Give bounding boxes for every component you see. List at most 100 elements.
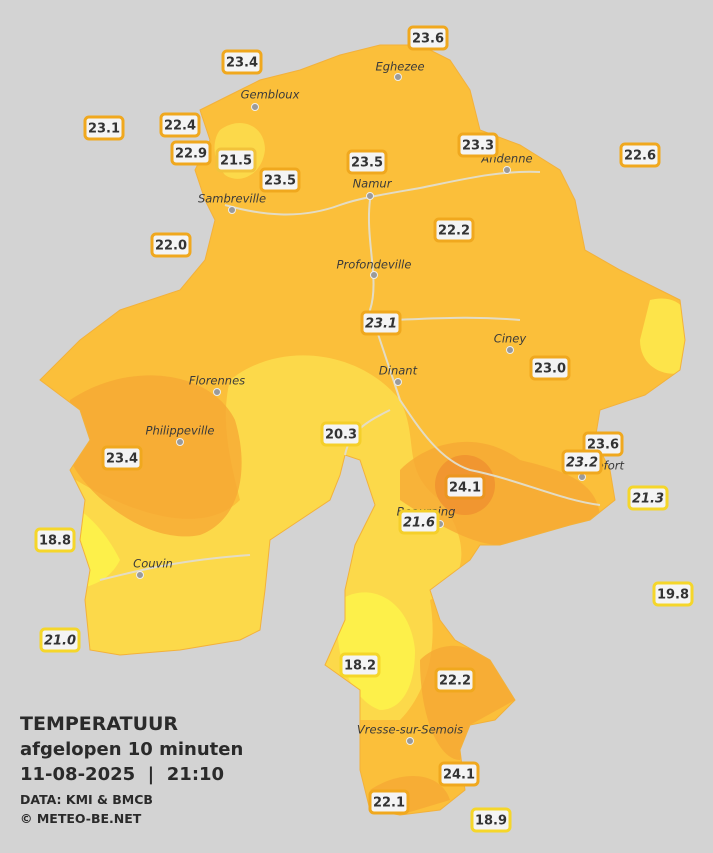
station-box xyxy=(360,310,402,336)
station-box xyxy=(150,232,192,258)
station-box xyxy=(529,355,571,381)
city-label: Dinant xyxy=(379,364,418,378)
station-value: 24.1 xyxy=(443,768,475,783)
station: 23.5 xyxy=(259,167,301,193)
station-value: 22.2 xyxy=(439,674,471,689)
station-value: 23.2 xyxy=(566,456,598,471)
city-dot xyxy=(503,166,511,174)
station-box xyxy=(83,115,125,141)
legend-credit: © METEO-BE.NET xyxy=(20,811,142,826)
station-box xyxy=(215,147,257,173)
station: 21.5 xyxy=(215,147,257,173)
station-value: 20.3 xyxy=(325,428,357,443)
station-box xyxy=(221,49,263,75)
city-dot xyxy=(394,378,402,386)
station: 22.1 xyxy=(368,789,410,815)
city-label: Ciney xyxy=(494,332,527,346)
station-value: 21.0 xyxy=(44,634,76,649)
station-box xyxy=(407,25,449,51)
station: 20.3 xyxy=(320,421,362,447)
station-box xyxy=(457,132,499,158)
station-value: 23.3 xyxy=(462,139,494,154)
legend-title: TEMPERATUUR xyxy=(20,713,178,735)
station: 18.8 xyxy=(34,527,76,553)
station: 22.0 xyxy=(150,232,192,258)
city-dot xyxy=(370,271,378,279)
station-box xyxy=(619,142,661,168)
station: 22.9 xyxy=(170,140,212,166)
station: 23.0 xyxy=(529,355,571,381)
city-label: Eghezee xyxy=(375,60,424,74)
station-box xyxy=(170,140,212,166)
station-value: 22.4 xyxy=(164,119,196,134)
station: 18.2 xyxy=(339,652,381,678)
station: 23.6 xyxy=(582,431,624,457)
city-label: Gembloux xyxy=(241,88,300,102)
legend-subtitle: afgelopen 10 minuten xyxy=(20,739,243,760)
city-dot xyxy=(176,438,184,446)
station-value: 23.5 xyxy=(264,174,296,189)
city-label: Vresse-sur-Semois xyxy=(357,723,463,737)
station: 22.4 xyxy=(159,112,201,138)
cities: EghezeeGemblouxSambrevilleNamurAndennePr… xyxy=(133,60,625,745)
station-box xyxy=(159,112,201,138)
station: 19.8 xyxy=(652,581,694,607)
city-dot xyxy=(406,737,414,745)
station-box xyxy=(434,667,476,693)
station-box xyxy=(346,149,388,175)
station: 23.4 xyxy=(221,49,263,75)
station: 22.2 xyxy=(434,667,476,693)
station: 22.6 xyxy=(619,142,661,168)
station-box xyxy=(470,807,512,833)
station-box xyxy=(652,581,694,607)
station: 21.0 xyxy=(39,627,81,653)
station-value: 21.5 xyxy=(220,154,252,169)
station-value: 18.8 xyxy=(39,534,71,549)
stations: 23.6 23.4 23.1 22.4 22.9 21.5 23.5 23.5 23.3 22.6… xyxy=(34,25,694,833)
station-value: 21.3 xyxy=(632,492,664,507)
city-dot xyxy=(394,73,402,81)
station: 24.1 xyxy=(444,474,486,500)
city-dot xyxy=(366,192,374,200)
station-value: 19.8 xyxy=(657,588,689,603)
city-label: Florennes xyxy=(189,374,245,388)
station-value: 23.6 xyxy=(587,438,619,453)
station-value: 18.2 xyxy=(344,659,376,674)
station-value: 23.0 xyxy=(534,362,566,377)
station-value: 18.9 xyxy=(475,814,507,829)
station-box xyxy=(101,445,143,471)
station-box xyxy=(368,789,410,815)
station-value: 22.6 xyxy=(624,149,656,164)
station-box xyxy=(34,527,76,553)
station-box xyxy=(561,449,603,475)
station-box xyxy=(39,627,81,653)
city-dot xyxy=(136,571,144,579)
station-box xyxy=(398,509,440,535)
station-value: 23.4 xyxy=(226,56,258,71)
station: 21.3 xyxy=(627,485,669,511)
station: 21.6 xyxy=(398,509,440,535)
station-value: 22.1 xyxy=(373,796,405,811)
station-box xyxy=(433,217,475,243)
station: 23.2 xyxy=(561,449,603,475)
station: 23.5 xyxy=(346,149,388,175)
station-value: 22.2 xyxy=(438,224,470,239)
station-box xyxy=(444,474,486,500)
station: 23.6 xyxy=(407,25,449,51)
city-dot xyxy=(506,346,514,354)
legend: TEMPERATUUR afgelopen 10 minuten 11-08-2… xyxy=(20,713,243,826)
station: 18.9 xyxy=(470,807,512,833)
city-dot xyxy=(213,388,221,396)
station-value: 21.6 xyxy=(403,516,435,531)
city-label: Profondeville xyxy=(337,258,412,272)
city-dot xyxy=(228,206,236,214)
station-value: 24.1 xyxy=(449,481,481,496)
station-value: 23.1 xyxy=(88,122,120,137)
city-label: Philippeville xyxy=(146,424,215,438)
station: 23.3 xyxy=(457,132,499,158)
station: 23.1 xyxy=(360,310,402,336)
legend-datetime: 11-08-2025 | 21:10 xyxy=(20,764,224,785)
station-box xyxy=(259,167,301,193)
city-dot xyxy=(578,473,586,481)
station-value: 23.4 xyxy=(106,452,138,467)
